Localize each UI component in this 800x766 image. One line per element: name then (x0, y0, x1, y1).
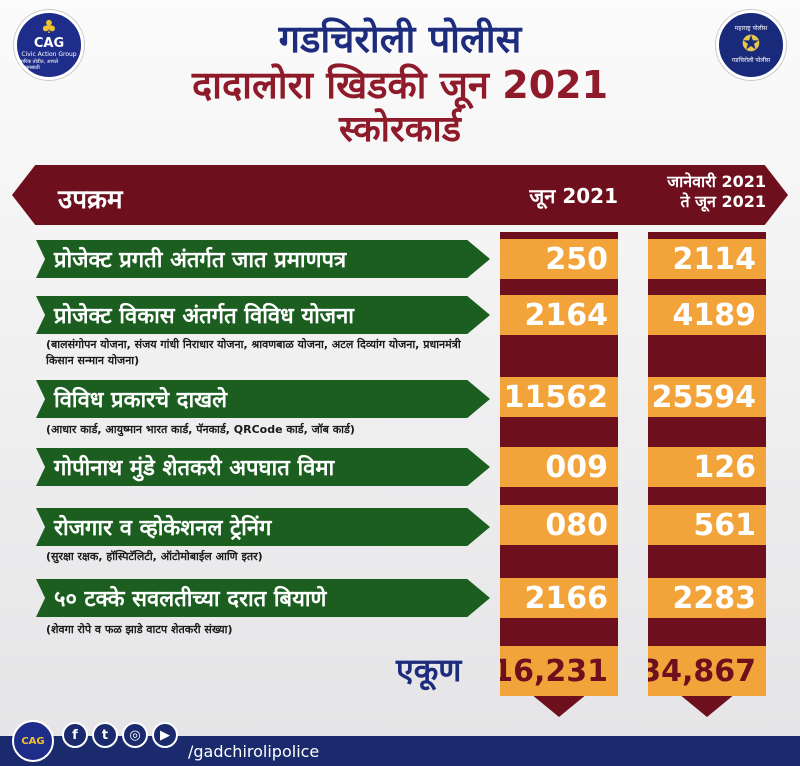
row-note-vocational-training: (सुरक्षा रक्षक, हॉस्पिटॅलिटी, ऑटोमोबाईल … (46, 550, 263, 563)
row-note-certificates: (आधार कार्ड, आयुष्मान भारत कार्ड, पॅनकार… (46, 423, 355, 436)
row-label-caste-certificate: प्रोजेक्ट प्रगती अंतर्गत जात प्रमाणपत्र (36, 240, 490, 278)
title-line-2: दादालोरा खिडकी जून 2021 (191, 63, 609, 107)
row-june-value: 2166 (500, 578, 618, 618)
row-total-value: 4189 (648, 295, 766, 335)
row-label-vikas-schemes: प्रोजेक्ट विकास अंतर्गत विविध योजना (36, 296, 490, 334)
row-total-value: 2283 (648, 578, 766, 618)
header-june: जून 2021 (529, 184, 618, 208)
row-june-value: 11562 (500, 377, 618, 417)
row-label-vocational-training: रोजगार व व्होकेशनल ट्रेनिंग (36, 508, 490, 546)
youtube-icon[interactable]: ▶ (152, 722, 178, 748)
row-note-seeds-subsidy: (शेवगा रोपे व फळ झाडे वाटप शेतकरी संख्या… (46, 623, 233, 636)
cag-logo: ♣ CAG Civic Action Group नागरिक तोडीत, आ… (14, 10, 84, 80)
twitter-icon[interactable]: t (92, 722, 118, 748)
row-june-value: 009 (500, 447, 618, 487)
row-june-value: 080 (500, 505, 618, 545)
facebook-icon[interactable]: f (62, 722, 88, 748)
title-line-3: स्कोरकार्ड (339, 109, 461, 150)
cag-logo-tagline: नागरिक तोडीत, आपले विकासासाठी (17, 59, 59, 71)
row-total-value: 25594 (648, 377, 766, 417)
cag-logo-name: Civic Action Group (21, 51, 77, 58)
total-label: एकूण (396, 651, 462, 689)
title-line-1: गडचिरोली पोलीस (278, 17, 522, 61)
header-band (12, 165, 788, 225)
instagram-icon[interactable]: ◎ (122, 722, 148, 748)
header-jan-line2: ते जून 2021 (680, 192, 766, 211)
cag-logo-abbr: CAG (33, 36, 65, 51)
social-handle[interactable]: /gadchirolipolice (188, 742, 320, 761)
footer-cag-logo: CAG (12, 720, 54, 762)
police-logo: महाराष्ट्र पोलीस ✪ गडचिरोली पोलीस (716, 10, 786, 80)
total-june-value: 16,231 (500, 646, 618, 696)
police-logo-top: महाराष्ट्र पोलीस (734, 25, 768, 32)
header-jan-line1: जानेवारी 2021 (667, 172, 766, 191)
header-activity: उपक्रम (58, 185, 123, 215)
row-label-seeds-subsidy: ५० टक्के सवलतीच्या दरात बियाणे (36, 579, 490, 617)
row-june-value: 2164 (500, 295, 618, 335)
star-emblem-icon: ✪ (741, 32, 761, 57)
row-june-value: 250 (500, 239, 618, 279)
row-label-certificates: विविध प्रकारचे दाखले (36, 380, 490, 418)
total-cumulative-value: 34,867 (648, 646, 766, 696)
row-note-vikas-schemes: (बालसंगोपन योजना, संजय गांधी निराधार योज… (46, 338, 461, 367)
row-total-value: 2114 (648, 239, 766, 279)
row-total-value: 126 (648, 447, 766, 487)
footer-bar (0, 736, 800, 766)
row-label-accident-insurance: गोपीनाथ मुंडे शेतकरी अपघात विमा (36, 448, 490, 486)
row-total-value: 561 (648, 505, 766, 545)
people-icon: ♣ (40, 17, 58, 38)
page-title: गडचिरोली पोलीस दादालोरा खिडकी जून 2021 स… (0, 16, 800, 152)
police-logo-bottom: गडचिरोली पोलीस (731, 57, 771, 64)
header-jan-june: जानेवारी 2021 ते जून 2021 (628, 172, 766, 212)
